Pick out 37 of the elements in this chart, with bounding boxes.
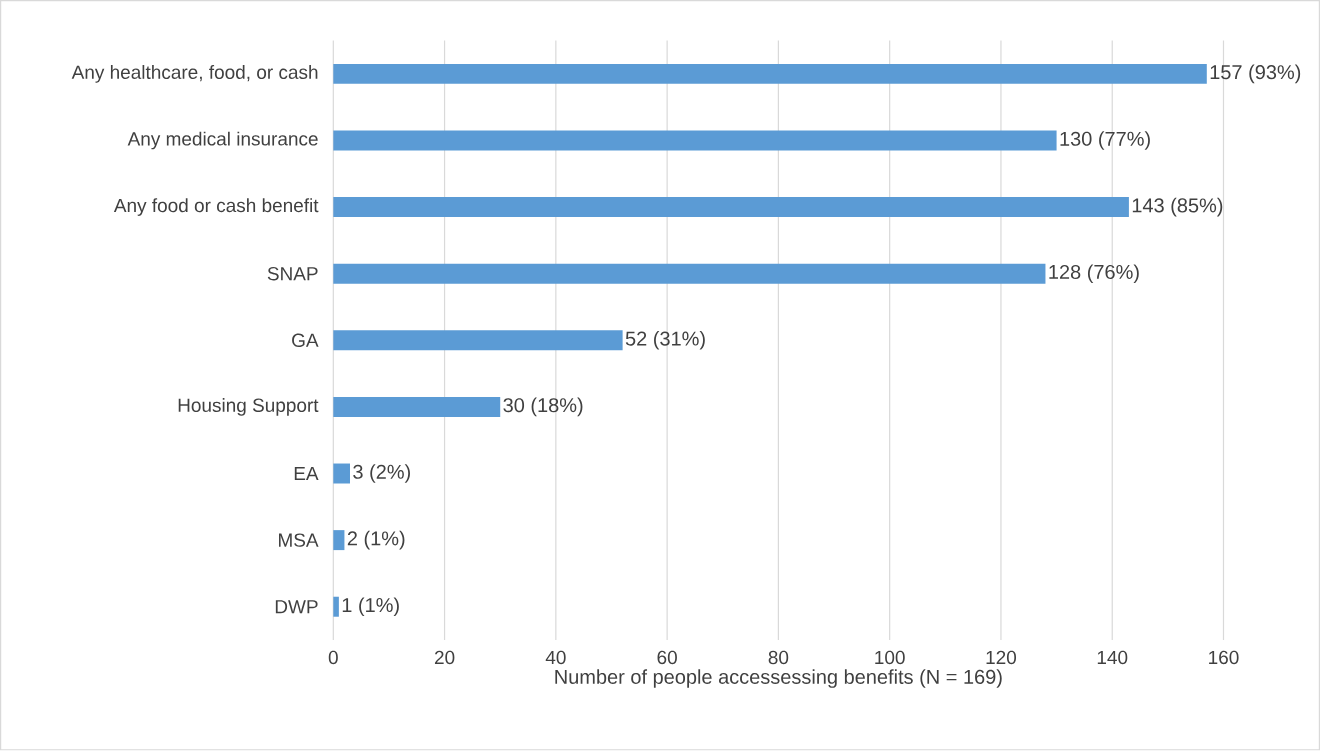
x-tick-label: 140 [1097,650,1128,665]
bar [333,197,1129,218]
x-tick-label: 160 [1209,650,1239,665]
data-label: 3 (2%) [353,464,410,484]
x-tick-label: 100 [875,650,905,665]
data-label: 143 (85%) [1132,198,1223,217]
bar [333,263,1046,284]
x-tick-label: 20 [434,650,455,665]
data-label: 128 (76%) [1049,264,1139,284]
bar [333,330,623,351]
y-tick-label: MSA [279,533,319,548]
y-tick-label: Any food or cash benefit [113,198,319,217]
data-label: 157 (93%) [1210,64,1301,84]
bar [333,530,345,551]
x-tick-label: 40 [545,650,566,665]
y-tick-label: Any medical insurance [127,131,318,150]
data-label: 2 (1%) [347,531,405,550]
data-label: 1 (1%) [342,597,399,617]
data-label: 30 (18%) [503,397,583,417]
y-tick-label: SNAP [267,267,318,281]
x-tick-label: 120 [986,650,1017,665]
bar [333,463,350,484]
x-axis-title: Number of people accessessing benefits (N = 169) [555,669,1002,689]
x-tick-label: 60 [657,650,677,665]
y-tick-label: EA [294,467,319,481]
y-tick-label: Any healthcare, food, or cash [71,65,318,83]
x-tick-label: 80 [768,650,789,665]
y-tick-label: GA [292,333,319,348]
data-label: 52 (31%) [625,331,705,350]
data-label: 130 (77%) [1060,131,1150,151]
y-tick-label: DWP [275,600,318,614]
y-tick-label: Housing Support [178,398,319,416]
x-tick-label: 0 [328,650,338,665]
bar [333,64,1207,85]
bar [333,130,1057,151]
bar [333,596,339,617]
bar [333,397,501,418]
